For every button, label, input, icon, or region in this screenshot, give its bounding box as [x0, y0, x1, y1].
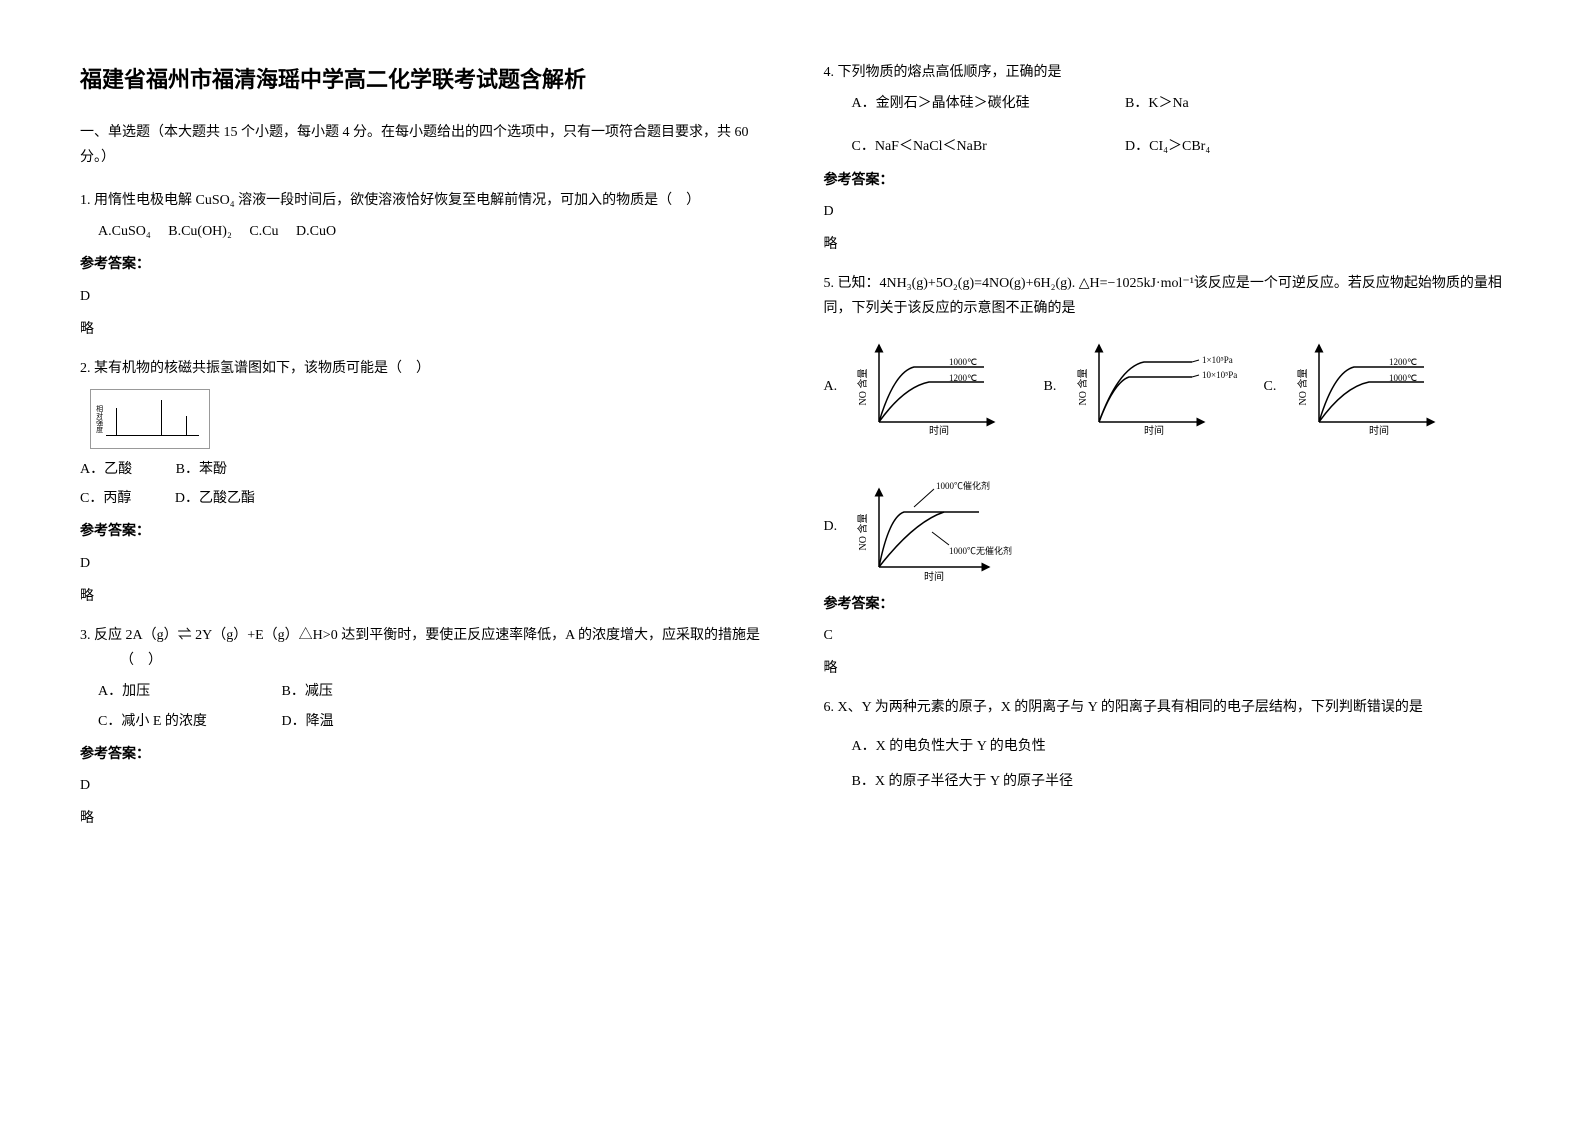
q6-text: 6. X、Y 为两种元素的原子，X 的阴离子与 Y 的阳离子具有相同的电子层结构… [824, 695, 1508, 720]
chart-item-d: D. NO 含量 时间 [824, 477, 1034, 577]
q2-options-row2: C．丙醇 D．乙酸乙酯 [80, 486, 764, 511]
q5-answer-label: 参考答案： [824, 592, 1508, 617]
q1-text: 1. 用惰性电极电解 CuSO₄ 溶液一段时间后，欲使溶液恰好恢复至电解前情况，… [80, 188, 764, 213]
q2-opt-d: D．乙酸乙酯 [175, 486, 255, 511]
q3-explanation: 略 [80, 806, 764, 831]
chart-b-xlabel: 时间 [1144, 424, 1164, 437]
q3-opt-a: A．加压 [98, 679, 238, 704]
page-title: 福建省福州市福清海瑶中学高二化学联考试题含解析 [80, 60, 764, 100]
left-column: 福建省福州市福清海瑶中学高二化学联考试题含解析 一、单选题（本大题共 15 个小… [50, 60, 794, 1062]
q5-explanation: 略 [824, 656, 1508, 681]
chart-a-ylabel: NO 含量 [856, 368, 869, 405]
q3-opt-c: C．减小 E 的浓度 [98, 709, 238, 734]
chart-b-line2: 10×10⁵Pa [1202, 370, 1237, 380]
chart-b-ylabel: NO 含量 [1076, 368, 1089, 405]
q1-answer: D [80, 284, 764, 309]
q5-answer: C [824, 623, 1508, 648]
q4-answer: D [824, 199, 1508, 224]
q3-text-p1: 3. 反应 2A（g） [80, 628, 178, 643]
question-5: 5. 已知：4NH₃(g)+5O₂(g)=4NO(g)+6H₂(g). △H=−… [824, 271, 1508, 681]
chart-a-line2: 1200℃ [949, 373, 977, 383]
q2-answer-label: 参考答案： [80, 519, 764, 544]
q2-text: 2. 某有机物的核磁共振氢谱图如下，该物质可能是（ ） [80, 356, 764, 381]
q2-opt-a: A．乙酸 [80, 457, 132, 482]
q3-paren: （ ） [120, 653, 162, 668]
chart-c-line2: 1000℃ [1389, 373, 1417, 383]
mini-chart-c: NO 含量 时间 1200℃ 1000℃ [1294, 337, 1444, 437]
q1-explanation: 略 [80, 317, 764, 342]
q2-opt-c: C．丙醇 [80, 486, 131, 511]
q2-options-row1: A．乙酸 B．苯酚 [80, 457, 764, 482]
q3-text-p2: 2Y（g）+E（g）△H>0 达到平衡时，要使正反应速率降低，A 的浓度增大，应… [192, 628, 760, 643]
q1-options: A.CuSO₄ B.Cu(OH)₂ C.Cu D.CuO [98, 219, 764, 244]
chart-a-xlabel: 时间 [929, 424, 949, 437]
q3-opt-b: B．减压 [282, 679, 333, 704]
q4-text: 4. 下列物质的熔点高低顺序，正确的是 [824, 60, 1508, 85]
q4-explanation: 略 [824, 232, 1508, 257]
q4-options: A．金刚石＞晶体硅＞碳化硅 B．K＞Na C．NaF＜NaCl＜NaBr D．C… [852, 91, 1508, 159]
q5-label-c: C. [1264, 374, 1284, 399]
chart-d-xlabel: 时间 [924, 570, 944, 583]
nmr-peak-2 [161, 400, 162, 436]
nmr-ylabel: 相对强度 [93, 405, 106, 433]
question-6: 6. X、Y 为两种元素的原子，X 的阴离子与 Y 的阳离子具有相同的电子层结构… [824, 695, 1508, 795]
q5-text: 5. 已知：4NH₃(g)+5O₂(g)=4NO(g)+6H₂(g). △H=−… [824, 271, 1508, 321]
mini-chart-d: NO 含量 时间 1000℃催化剂 1000℃无催化剂 [854, 477, 1034, 577]
equilibrium-icon: ⇌ [178, 628, 192, 643]
chart-c-ylabel: NO 含量 [1296, 368, 1309, 405]
q5-label-d: D. [824, 514, 844, 539]
q2-opt-b: B．苯酚 [176, 457, 227, 482]
question-4: 4. 下列物质的熔点高低顺序，正确的是 A．金刚石＞晶体硅＞碳化硅 B．K＞Na… [824, 60, 1508, 257]
q5-label-a: A. [824, 374, 844, 399]
chart-b-line1: 1×10⁵Pa [1202, 355, 1233, 365]
q2-answer: D [80, 551, 764, 576]
q1-answer-label: 参考答案： [80, 252, 764, 277]
chart-d-line2: 1000℃无催化剂 [949, 545, 1012, 556]
chart-item-c: C. NO 含量 时间 1200℃ [1264, 337, 1444, 437]
mini-chart-b: NO 含量 时间 1×10⁵Pa 10×10⁵Pa [1074, 337, 1224, 437]
question-2: 2. 某有机物的核磁共振氢谱图如下，该物质可能是（ ） 相对强度 A．乙酸 B．… [80, 356, 764, 609]
chart-d-ylabel: NO 含量 [856, 513, 869, 550]
section-intro: 一、单选题（本大题共 15 个小题，每小题 4 分。在每小题给出的四个选项中，只… [80, 120, 764, 170]
q3-opt-d: D．降温 [282, 709, 334, 734]
q3-answer-label: 参考答案： [80, 742, 764, 767]
q4-opt-c: C．NaF＜NaCl＜NaBr [852, 134, 1082, 159]
chart-a-line1: 1000℃ [949, 357, 977, 367]
question-3: 3. 反应 2A（g）⇌ 2Y（g）+E（g）△H>0 达到平衡时，要使正反应速… [80, 623, 764, 831]
q6-opt-b: B．X 的原子半径大于 Y 的原子半径 [852, 769, 1508, 794]
q2-explanation: 略 [80, 584, 764, 609]
q4-opt-a: A．金刚石＞晶体硅＞碳化硅 [852, 91, 1082, 116]
chart-d-line1: 1000℃催化剂 [936, 480, 990, 491]
chart-c-line1: 1200℃ [1389, 357, 1417, 367]
chart-c-xlabel: 时间 [1369, 424, 1389, 437]
q5-label-b: B. [1044, 374, 1064, 399]
chart-item-b: B. NO 含量 时间 [1044, 337, 1224, 437]
right-column: 4. 下列物质的熔点高低顺序，正确的是 A．金刚石＞晶体硅＞碳化硅 B．K＞Na… [794, 60, 1538, 1062]
mini-chart-a: NO 含量 时间 1000℃ 1200℃ [854, 337, 1004, 437]
q4-answer-label: 参考答案： [824, 168, 1508, 193]
q5-chart-grid: A. NO 含量 时间 1000℃ [824, 337, 1508, 577]
q3-answer: D [80, 773, 764, 798]
q3-text: 3. 反应 2A（g）⇌ 2Y（g）+E（g）△H>0 达到平衡时，要使正反应速… [80, 623, 764, 673]
chart-item-a: A. NO 含量 时间 1000℃ [824, 337, 1004, 437]
nmr-peak-1 [116, 408, 117, 436]
question-1: 1. 用惰性电极电解 CuSO₄ 溶液一段时间后，欲使溶液恰好恢复至电解前情况，… [80, 188, 764, 342]
q4-opt-b: B．K＞Na [1125, 91, 1189, 116]
q3-options: A．加压 B．减压 C．减小 E 的浓度 D．降温 [98, 679, 764, 733]
nmr-peak-3 [186, 416, 187, 436]
q6-opt-a: A．X 的电负性大于 Y 的电负性 [852, 734, 1508, 759]
nmr-diagram: 相对强度 [90, 389, 210, 449]
q4-opt-d: D．CI₄＞CBr₄ [1125, 134, 1210, 159]
